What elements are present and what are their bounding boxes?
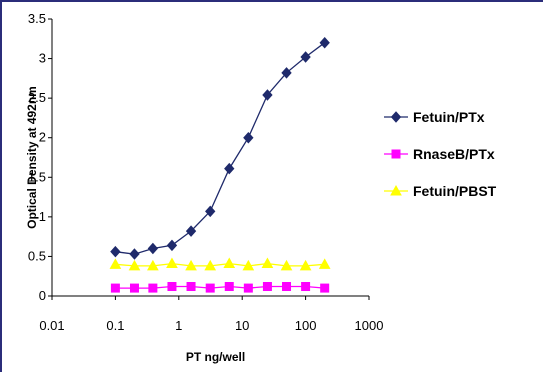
y-tick-label: 2 — [39, 130, 46, 145]
y-tick-label: 0 — [39, 288, 46, 303]
data-point — [168, 283, 176, 291]
legend-label: Fetuin/PBST — [413, 183, 497, 199]
data-point — [167, 259, 177, 268]
data-point — [149, 284, 157, 292]
data-point — [263, 283, 271, 291]
series-line-1 — [115, 43, 324, 254]
y-axis-title: Optical Density at 492nm — [25, 86, 39, 229]
data-point — [244, 133, 253, 143]
y-tick-label: 1 — [39, 209, 46, 224]
y-tick-label: 3 — [39, 51, 46, 66]
data-point — [262, 259, 272, 268]
data-point — [321, 284, 329, 292]
data-point — [206, 284, 214, 292]
data-point — [130, 284, 138, 292]
series-line-2 — [115, 287, 324, 289]
x-tick-label: 0.01 — [39, 318, 64, 333]
data-point — [111, 284, 119, 292]
data-point — [111, 247, 120, 257]
data-point — [302, 283, 310, 291]
data-point — [130, 249, 139, 259]
x-tick-label: 100 — [295, 318, 317, 333]
data-point — [148, 244, 157, 254]
legend-label: Fetuin/PTx — [413, 109, 485, 125]
data-point — [283, 283, 291, 291]
x-tick-label: 1000 — [355, 318, 384, 333]
x-tick-label: 10 — [235, 318, 249, 333]
data-point — [167, 240, 176, 250]
y-tick-label: 0.5 — [28, 248, 46, 263]
y-tick-label: 3.5 — [28, 11, 46, 26]
data-point — [224, 259, 234, 268]
legend-marker — [392, 150, 400, 158]
data-point — [225, 283, 233, 291]
series-line-3 — [115, 264, 324, 266]
data-point — [110, 259, 120, 268]
legend-label: RnaseB/PTx — [413, 146, 495, 162]
data-point — [320, 38, 329, 48]
data-point — [320, 259, 330, 268]
data-point — [301, 52, 310, 62]
x-tick-label: 1 — [175, 318, 182, 333]
data-point — [225, 164, 234, 174]
x-axis-title: PT ng/well — [186, 350, 245, 364]
legend-marker — [392, 112, 401, 122]
data-point — [244, 284, 252, 292]
data-point — [187, 283, 195, 291]
x-tick-label: 0.1 — [106, 318, 124, 333]
